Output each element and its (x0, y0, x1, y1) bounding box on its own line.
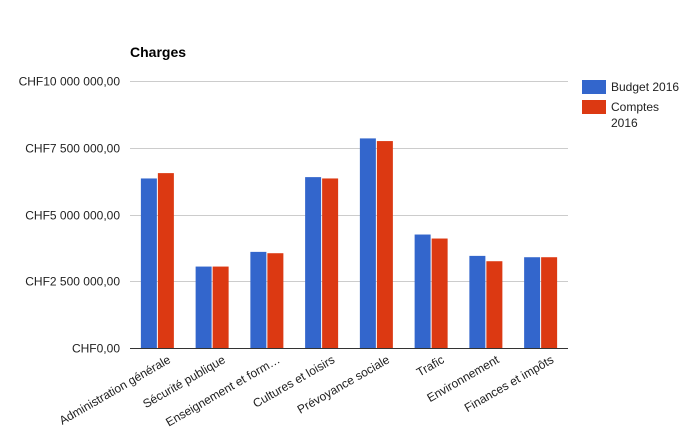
bar (212, 266, 229, 348)
bar (431, 238, 448, 348)
bar (267, 253, 284, 348)
bar (157, 173, 174, 348)
bar (195, 266, 212, 348)
bars (140, 138, 558, 348)
bar (376, 141, 393, 348)
x-tick-label: Finances et impôts (462, 352, 556, 414)
bar (140, 178, 157, 348)
legend-swatch (582, 80, 606, 94)
legend-label: Comptes 2016 (611, 100, 659, 130)
bar (469, 255, 486, 348)
bar (305, 177, 322, 348)
bar (322, 178, 339, 348)
y-tick-label: CHF7 500 000,00 (25, 142, 120, 156)
chart-title: Charges (130, 44, 186, 60)
y-tick-label: CHF10 000 000,00 (19, 75, 121, 89)
y-axis-ticks: CHF0,00 CHF2 500 000,00 CHF5 000 000,00 CHF… (19, 75, 121, 356)
bar (541, 257, 558, 348)
bar (486, 261, 503, 348)
legend-swatch (582, 100, 606, 114)
bar (524, 257, 541, 348)
legend: Budget 2016 Comptes 2016 (582, 80, 679, 130)
y-tick-label: CHF2 500 000,00 (25, 275, 120, 289)
bar (359, 138, 376, 348)
y-tick-label: CHF0,00 (72, 342, 120, 356)
y-tick-label: CHF5 000 000,00 (25, 209, 120, 223)
x-tick-label: Trafic (414, 352, 447, 379)
x-tick-label: Prévoyance sociale (295, 352, 392, 416)
bar (414, 234, 431, 348)
legend-label: Budget 2016 (611, 80, 679, 94)
bar (250, 251, 267, 348)
